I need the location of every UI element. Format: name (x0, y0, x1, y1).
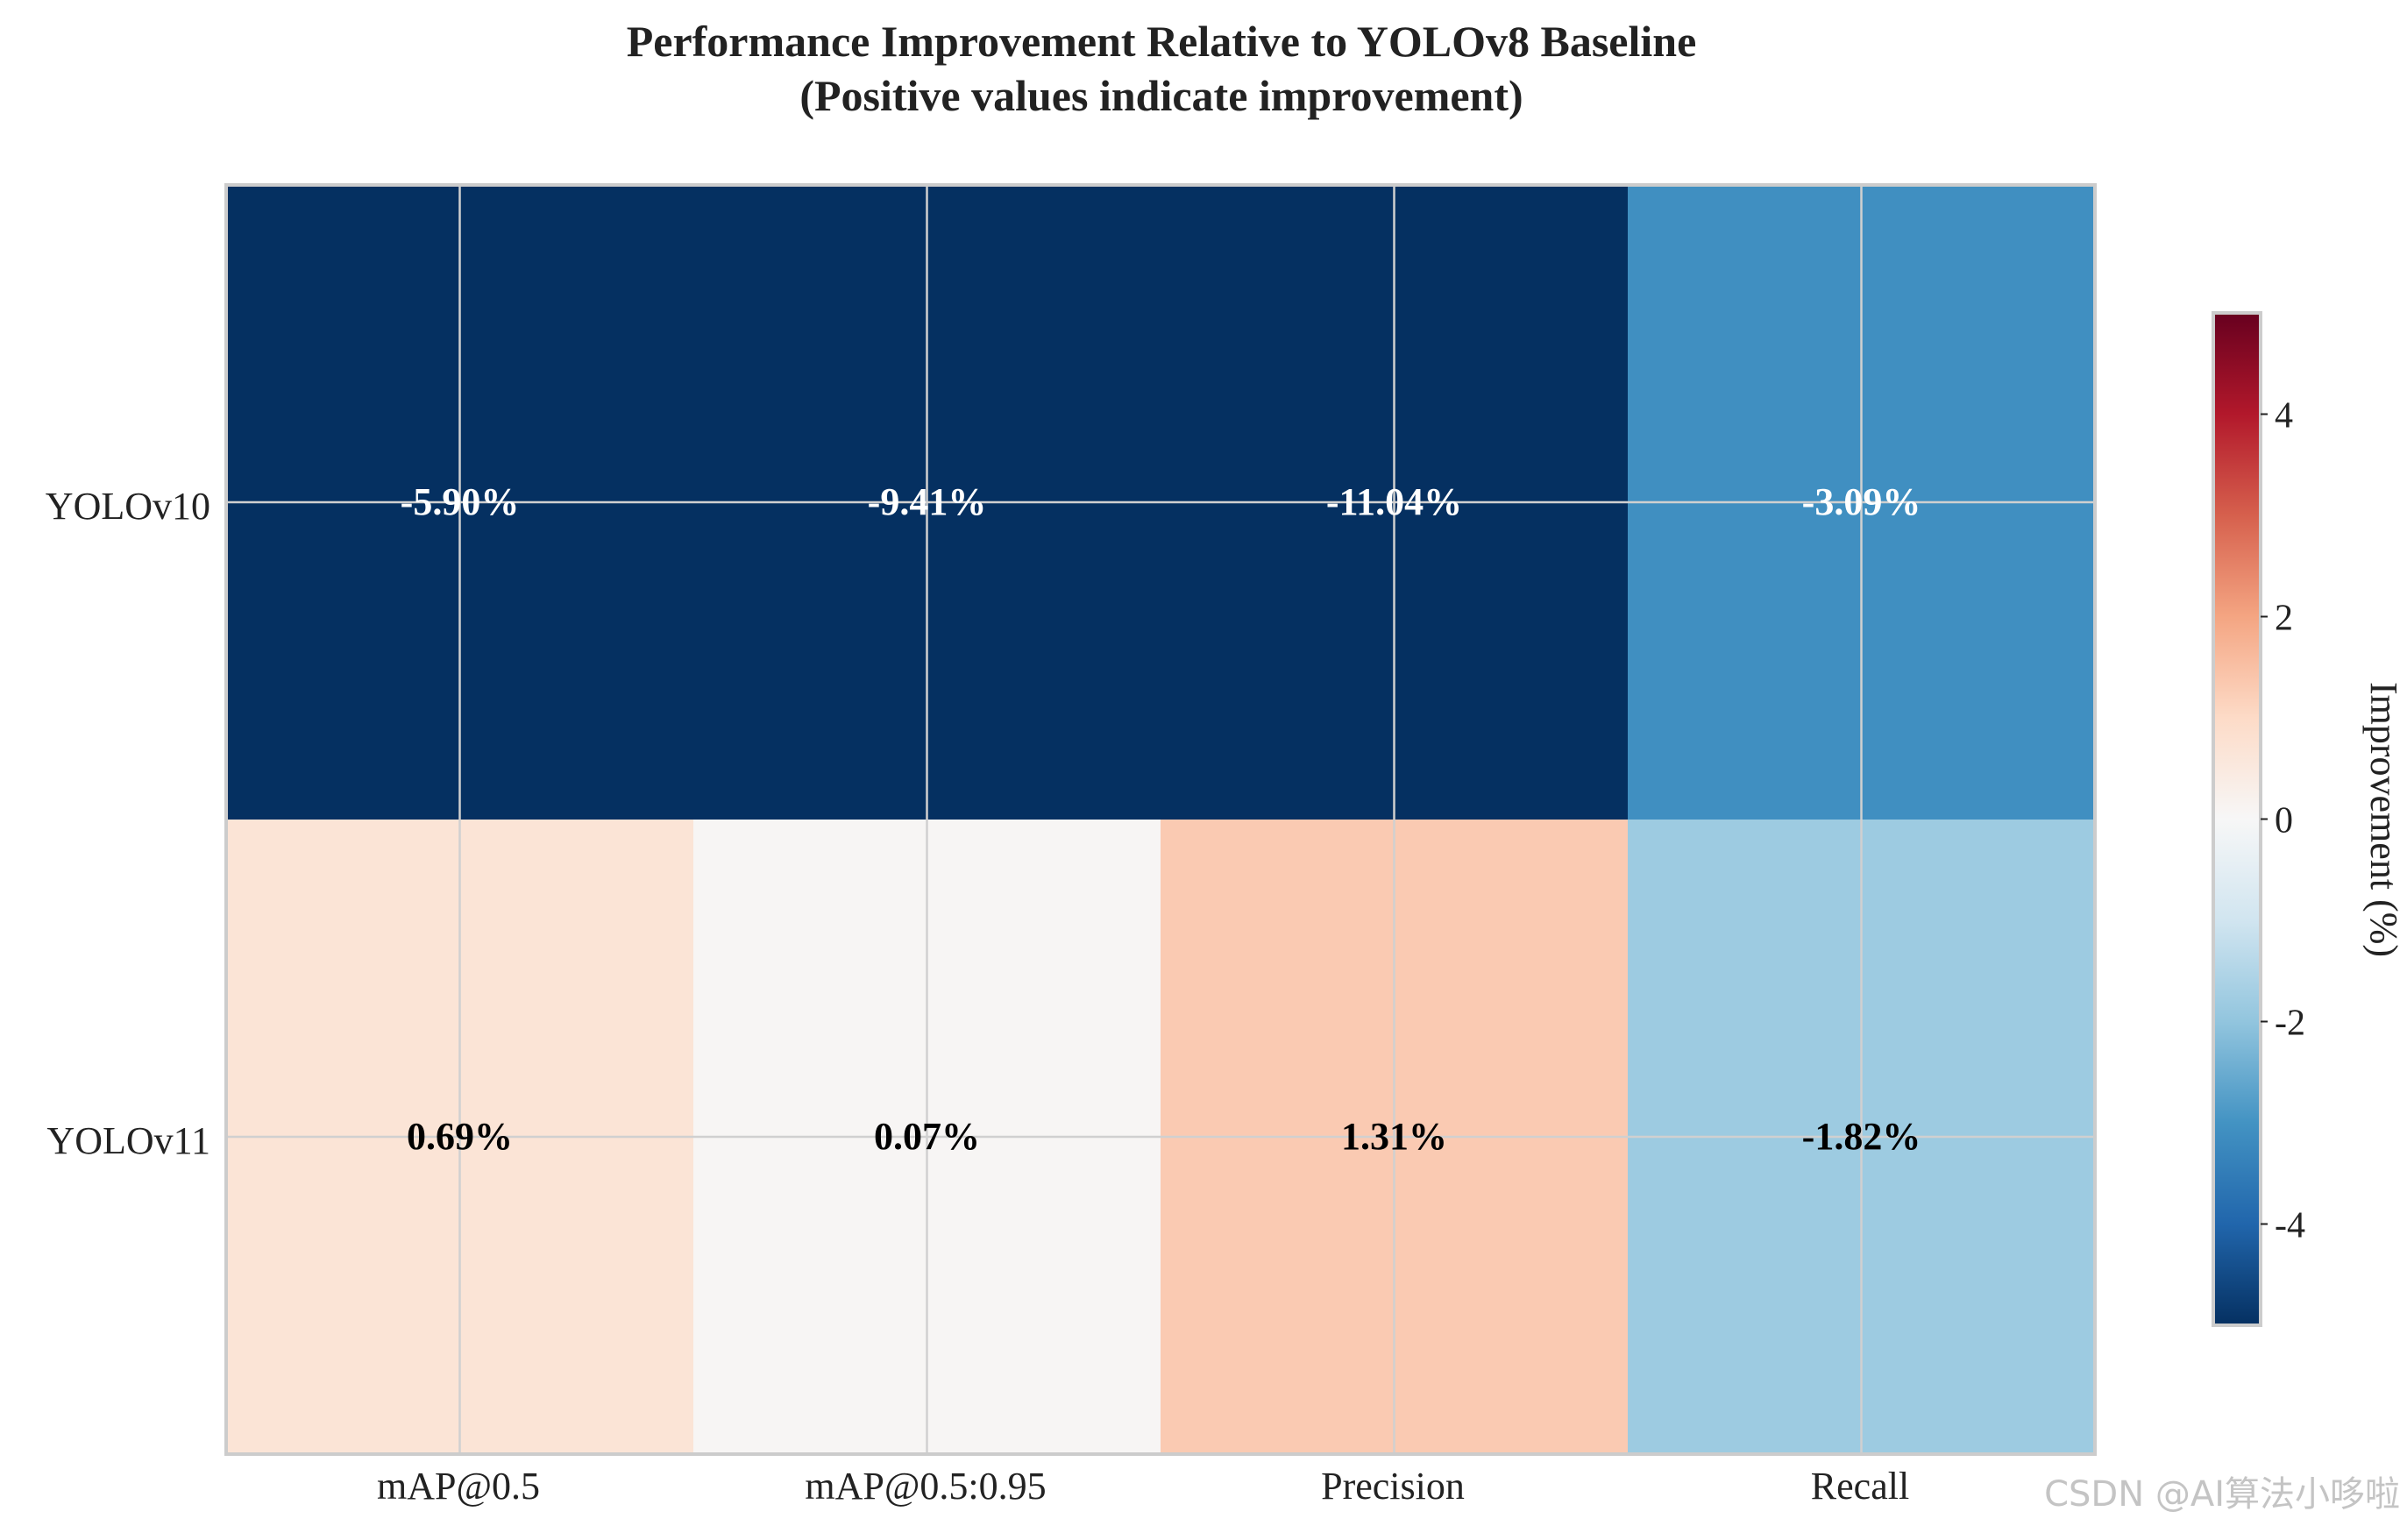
cell-value-label-1-4: -3.09% (1802, 480, 1921, 523)
chart-title: Performance Improvement Relative to YOLO… (627, 17, 1697, 66)
x-tick-label-precision: Precision (1321, 1465, 1465, 1508)
colorbar (2212, 311, 2262, 1327)
colorbar-tick-label: 2 (2275, 599, 2293, 639)
watermark: CSDN @AI算法小哆啦 (2044, 1474, 2400, 1515)
cell-value-label-2-1: 0.69% (407, 1115, 513, 1158)
colorbar-tick-label: -2 (2275, 1004, 2305, 1044)
colorbar-tick-label: -4 (2275, 1206, 2305, 1246)
y-tick-label-yolov10: YOLOv10 (46, 485, 210, 528)
grid-lines (226, 185, 2095, 1454)
cell-value-label-2-2: 0.07% (874, 1115, 980, 1158)
y-tick-label-yolov11: YOLOv11 (46, 1119, 210, 1162)
cell-value-label-1-2: -9.41% (868, 480, 987, 523)
x-tick-label-map50-95: mAP@0.5:0.95 (805, 1465, 1046, 1508)
cell-value-label-2-4: -1.82% (1802, 1115, 1921, 1158)
colorbar-label: Improvement (%) (2362, 682, 2405, 957)
chart-subtitle: (Positive values indicate improvement) (799, 71, 1523, 120)
heatmap-cells (226, 185, 2096, 1455)
x-tick-label-recall: Recall (1811, 1465, 1909, 1508)
cell-value-label-2-3: 1.31% (1341, 1115, 1447, 1158)
colorbar-ticks: 4 2 0 -2 -4 (2261, 396, 2305, 1246)
colorbar-tick-label: 0 (2275, 801, 2293, 841)
x-tick-label-map50: mAP@0.5 (377, 1465, 540, 1508)
cell-value-label-1-1: -5.90% (401, 480, 520, 523)
plot-frame (224, 183, 2097, 1456)
cell-value-label-1-3: -11.04% (1326, 480, 1462, 523)
colorbar-tick-label: 4 (2275, 396, 2293, 436)
cell-value-labels: -5.90% -9.41% -11.04% -3.09% 0.69% 0.07% 1.31%… (401, 480, 1921, 1158)
